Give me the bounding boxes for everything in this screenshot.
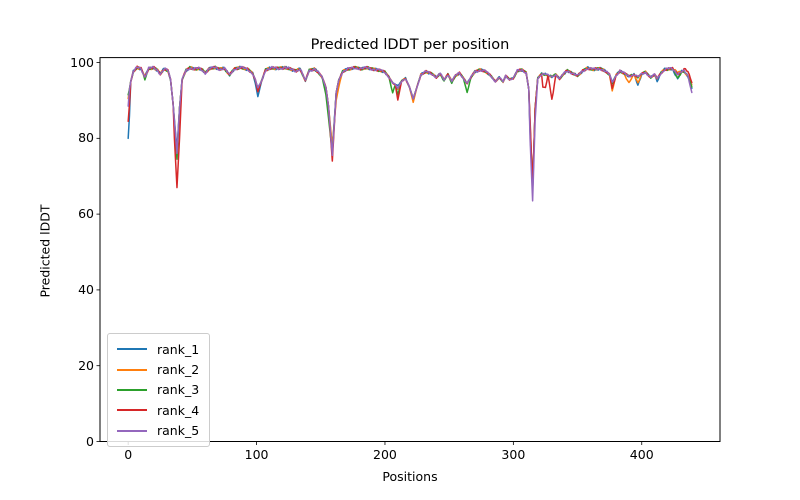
- legend-item: rank_4: [117, 400, 199, 420]
- x-tick-label: 400: [629, 447, 654, 462]
- series-line-rank_4: [127, 65, 693, 189]
- series-line-rank_2: [127, 65, 693, 189]
- chart-title: Predicted lDDT per position: [310, 37, 510, 53]
- y-tick-label: 100: [70, 54, 94, 70]
- axes-spines: [99, 57, 721, 442]
- legend-line-sample: [117, 348, 147, 351]
- y-tick-label: 20: [78, 357, 94, 373]
- y-tick-label: 60: [78, 206, 94, 222]
- legend-label: rank_3: [157, 382, 200, 398]
- legend-item: rank_3: [117, 380, 199, 400]
- legend-line-sample: [117, 409, 147, 412]
- series-line-rank_5: [127, 65, 693, 202]
- legend-item: rank_2: [117, 359, 199, 379]
- series-line-rank_3: [127, 65, 693, 191]
- legend-line-sample: [117, 388, 147, 391]
- x-axis-label: Positions: [382, 469, 438, 484]
- legend-line-sample: [117, 368, 147, 371]
- x-tick-label: 300: [501, 447, 526, 462]
- legend: rank_1 rank_2 rank_3 rank_4 rank_5: [107, 333, 211, 447]
- y-axis-label: Predicted lDDT: [37, 204, 53, 298]
- x-tick-label: 200: [373, 447, 397, 462]
- y-tick-label: 0: [86, 433, 94, 449]
- legend-label: rank_2: [157, 362, 200, 378]
- legend-item: rank_5: [117, 421, 199, 441]
- y-tick-label: 80: [78, 130, 94, 146]
- legend-label: rank_1: [157, 341, 200, 357]
- legend-label: rank_4: [157, 402, 200, 418]
- x-tick-label: 0: [124, 447, 133, 462]
- legend-label: rank_5: [157, 423, 200, 439]
- series-line-rank_1: [127, 65, 693, 193]
- legend-line-sample: [117, 429, 147, 432]
- y-tick-label: 40: [78, 281, 94, 297]
- x-tick-label: 100: [244, 447, 269, 462]
- legend-item: rank_1: [117, 339, 199, 359]
